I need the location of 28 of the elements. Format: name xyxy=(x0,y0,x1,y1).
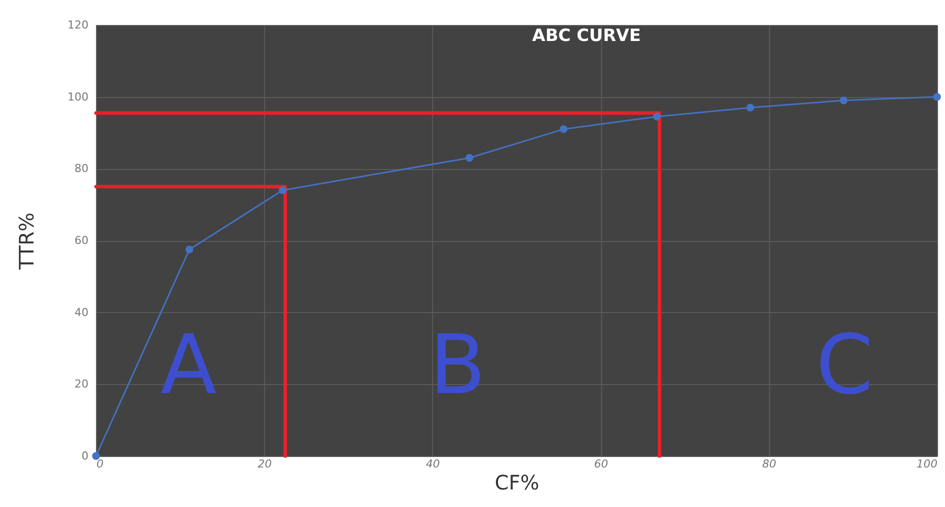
y-tick-label: 20 xyxy=(74,378,88,391)
point xyxy=(466,154,474,162)
y-tick-label: 40 xyxy=(74,306,88,319)
point xyxy=(746,104,754,112)
point xyxy=(278,186,287,194)
annotation: C xyxy=(816,318,874,413)
point xyxy=(840,96,848,104)
chart-title: ABC CURVE xyxy=(532,26,641,46)
point xyxy=(185,246,194,254)
x-tick-label: 80 xyxy=(762,458,776,470)
point xyxy=(560,125,568,134)
point xyxy=(933,92,941,101)
y-tick-label: 80 xyxy=(74,162,88,176)
x-tick-label: 40 xyxy=(426,458,440,470)
y-tick-label: 60 xyxy=(74,234,88,247)
x-tick-label: 0 xyxy=(96,458,104,470)
y-axis-title: TTR% xyxy=(14,212,39,270)
x-axis-title: CF% xyxy=(494,470,540,494)
y-tick-label: 0 xyxy=(82,450,88,462)
y-tick-label: 120 xyxy=(68,18,88,32)
point xyxy=(92,452,100,460)
point xyxy=(653,112,661,120)
annotation: B xyxy=(429,318,486,413)
y-tick-label: 100 xyxy=(68,90,88,104)
annotation: A xyxy=(160,318,217,413)
x-tick-label: 20 xyxy=(258,458,272,470)
x-tick-label: 60 xyxy=(594,458,608,470)
x-tick-label: 100 xyxy=(916,458,938,470)
